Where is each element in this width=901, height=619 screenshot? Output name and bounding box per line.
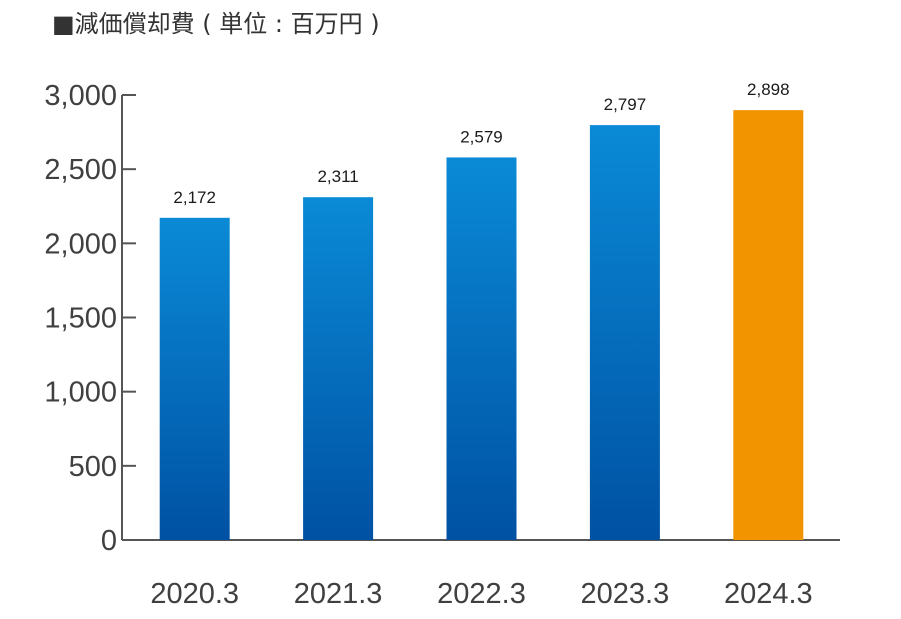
x-tick-label: 2022.3 — [437, 578, 526, 610]
data-label: 2,172 — [173, 188, 216, 207]
x-tick-label: 2023.3 — [581, 578, 670, 610]
data-label: 2,311 — [317, 167, 358, 186]
y-tick-label: 2,500 — [44, 154, 117, 186]
y-tick-label: 2,000 — [44, 228, 117, 260]
y-tick-label: 1,500 — [44, 303, 117, 335]
chart-title: ■減価償却費 ( 単位 : 百万円 ) — [52, 10, 380, 38]
y-tick-label: 0 — [101, 525, 117, 557]
bar — [589, 125, 660, 540]
bars — [159, 110, 804, 540]
y-tick-label: 500 — [69, 451, 117, 483]
x-tick-label: 2020.3 — [150, 578, 239, 610]
axes: 0 500 1,000 1,500 2,000 2,500 3,000 — [44, 80, 840, 557]
bar — [446, 157, 517, 540]
bar — [733, 110, 804, 540]
data-label: 2,898 — [747, 80, 790, 99]
x-tick-label: 2021.3 — [294, 578, 383, 610]
bar — [303, 197, 374, 540]
labels: 2,172 2020.3 2,311 2021.3 2,579 2022.3 2,797 20… — [150, 80, 812, 610]
y-tick-label: 1,000 — [44, 377, 117, 409]
x-tick-label: 2024.3 — [724, 578, 813, 610]
data-label: 2,579 — [460, 127, 503, 146]
y-tick-label: 3,000 — [44, 80, 117, 112]
data-label: 2,797 — [604, 95, 647, 114]
bar — [159, 217, 230, 540]
